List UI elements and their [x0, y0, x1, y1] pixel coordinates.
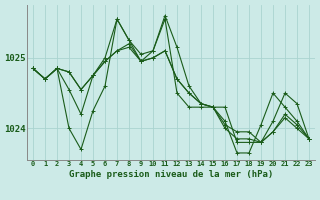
X-axis label: Graphe pression niveau de la mer (hPa): Graphe pression niveau de la mer (hPa): [69, 170, 273, 179]
